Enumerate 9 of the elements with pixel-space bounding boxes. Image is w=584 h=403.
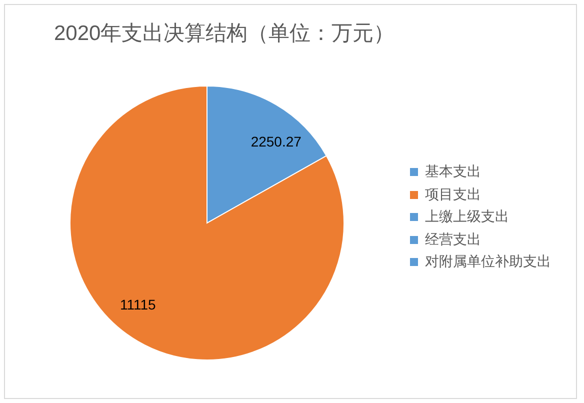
legend-label: 基本支出 [425,163,481,182]
legend-label: 上缴上级支出 [425,208,509,226]
data-label: 2250.27 [250,134,302,150]
legend-label: 项目支出 [425,186,481,204]
data-label: 11115 [120,296,156,312]
legend-label: 对附属单位补助支出 [425,253,551,272]
pie-slice [70,86,344,360]
chart-title: 2020年支出决算结构（单位：万元） [54,21,395,47]
legend-label: 经营支出 [425,230,481,249]
